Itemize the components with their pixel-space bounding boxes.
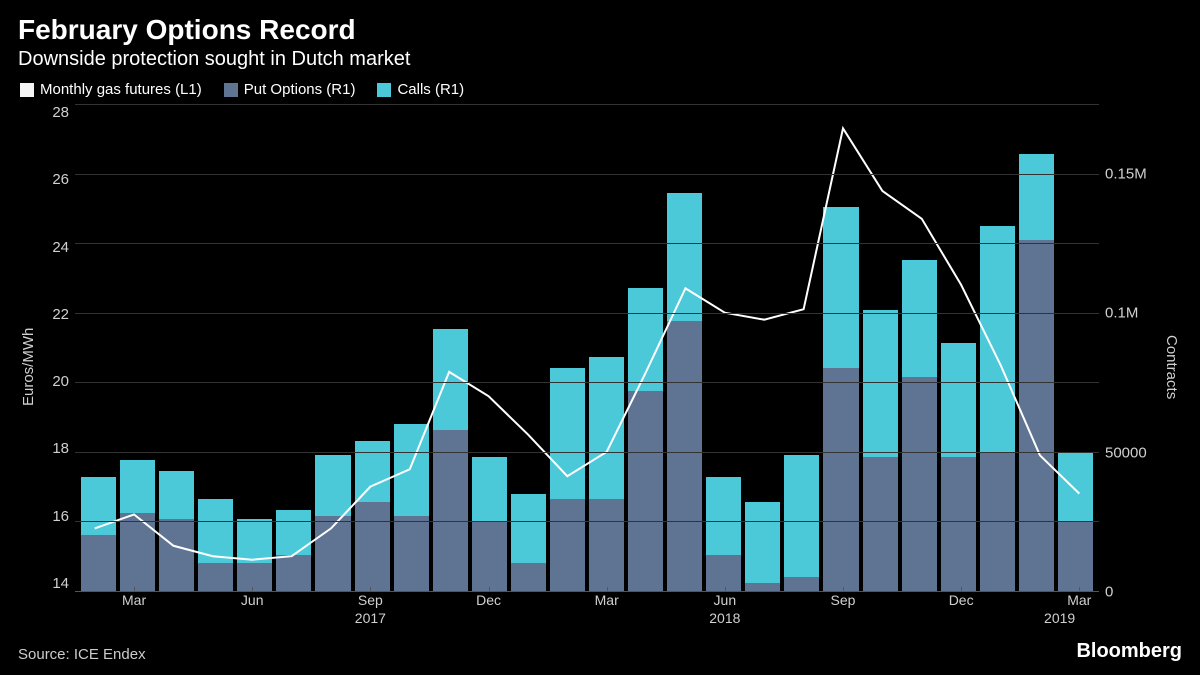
gridline bbox=[75, 521, 1099, 522]
y-tick-left: 16 bbox=[45, 508, 69, 525]
y-axis-left-ticks: 28 26 24 22 20 18 16 14 bbox=[39, 104, 75, 630]
chart-body: Euros/MWh 2826242220181614 MarJunSepDecM… bbox=[18, 104, 1182, 630]
plot-area bbox=[75, 104, 1099, 592]
x-axis: Mar Jun Sep Dec Mar Jun Sep Dec Mar 2017 2018 2019 bbox=[75, 592, 1099, 630]
legend-label: Monthly gas futures (L1) bbox=[40, 81, 202, 98]
y-axis-right-label: Contracts bbox=[1161, 104, 1182, 630]
y-axis-right-ticks: 0.15M 0.1M 50000 0 bbox=[1099, 104, 1161, 630]
legend-swatch-calls bbox=[377, 83, 391, 97]
legend: Monthly gas futures (L1) Put Options (R1… bbox=[18, 81, 1182, 98]
y-tick-left: 20 bbox=[45, 373, 69, 390]
chart-container: February Options Record Downside protect… bbox=[0, 0, 1200, 675]
x-tick-year: 2017 bbox=[355, 610, 386, 626]
gridline bbox=[75, 382, 1099, 383]
y-tick-left: 18 bbox=[45, 440, 69, 457]
x-tick-month: Jun bbox=[714, 592, 737, 608]
x-tick-month: Mar bbox=[122, 592, 146, 608]
y-tick-left: 28 bbox=[45, 104, 69, 121]
brand-text: Bloomberg bbox=[1076, 640, 1182, 663]
legend-swatch-puts bbox=[224, 83, 238, 97]
legend-item-puts: Put Options (R1) bbox=[224, 81, 356, 98]
y-tick-right: 0.15M bbox=[1105, 165, 1147, 182]
x-tick-month: Sep bbox=[831, 592, 856, 608]
y-tick-right: 0.1M bbox=[1105, 305, 1138, 322]
y-tick-left: 14 bbox=[45, 575, 69, 592]
x-tick-year: 2018 bbox=[709, 610, 740, 626]
legend-label: Calls (R1) bbox=[397, 81, 464, 98]
y-tick-right: 0 bbox=[1105, 584, 1113, 601]
chart-subtitle: Downside protection sought in Dutch mark… bbox=[18, 48, 1182, 71]
chart-title: February Options Record bbox=[18, 14, 1182, 46]
x-tick-month: Mar bbox=[595, 592, 619, 608]
gridline bbox=[75, 104, 1099, 105]
x-tick-month: Mar bbox=[1067, 592, 1091, 608]
x-tick-month: Dec bbox=[949, 592, 974, 608]
x-axis-months: Mar Jun Sep Dec Mar Jun Sep Dec Mar bbox=[75, 592, 1099, 610]
x-tick-year: 2019 bbox=[1044, 610, 1075, 626]
legend-swatch-futures bbox=[20, 83, 34, 97]
y-tick-left: 24 bbox=[45, 239, 69, 256]
y-tick-right: 50000 bbox=[1105, 444, 1147, 461]
x-tick-month: Jun bbox=[241, 592, 264, 608]
gridline bbox=[75, 174, 1099, 175]
x-axis-years: 2017 2018 2019 bbox=[75, 610, 1099, 630]
footer: Source: ICE Endex Bloomberg bbox=[18, 640, 1182, 663]
legend-label: Put Options (R1) bbox=[244, 81, 356, 98]
futures-line bbox=[75, 104, 1099, 591]
source-text: Source: ICE Endex bbox=[18, 646, 146, 663]
legend-item-futures: Monthly gas futures (L1) bbox=[20, 81, 202, 98]
x-tick-month: Dec bbox=[476, 592, 501, 608]
y-tick-left: 26 bbox=[45, 171, 69, 188]
plot: Mar Jun Sep Dec Mar Jun Sep Dec Mar 2017 2018 2019 bbox=[75, 104, 1099, 630]
x-tick-month: Sep bbox=[358, 592, 383, 608]
y-tick-left: 22 bbox=[45, 306, 69, 323]
gridline bbox=[75, 452, 1099, 453]
legend-item-calls: Calls (R1) bbox=[377, 81, 464, 98]
gridline bbox=[75, 313, 1099, 314]
y-axis-left-label: Euros/MWh bbox=[18, 104, 39, 630]
gridline bbox=[75, 243, 1099, 244]
